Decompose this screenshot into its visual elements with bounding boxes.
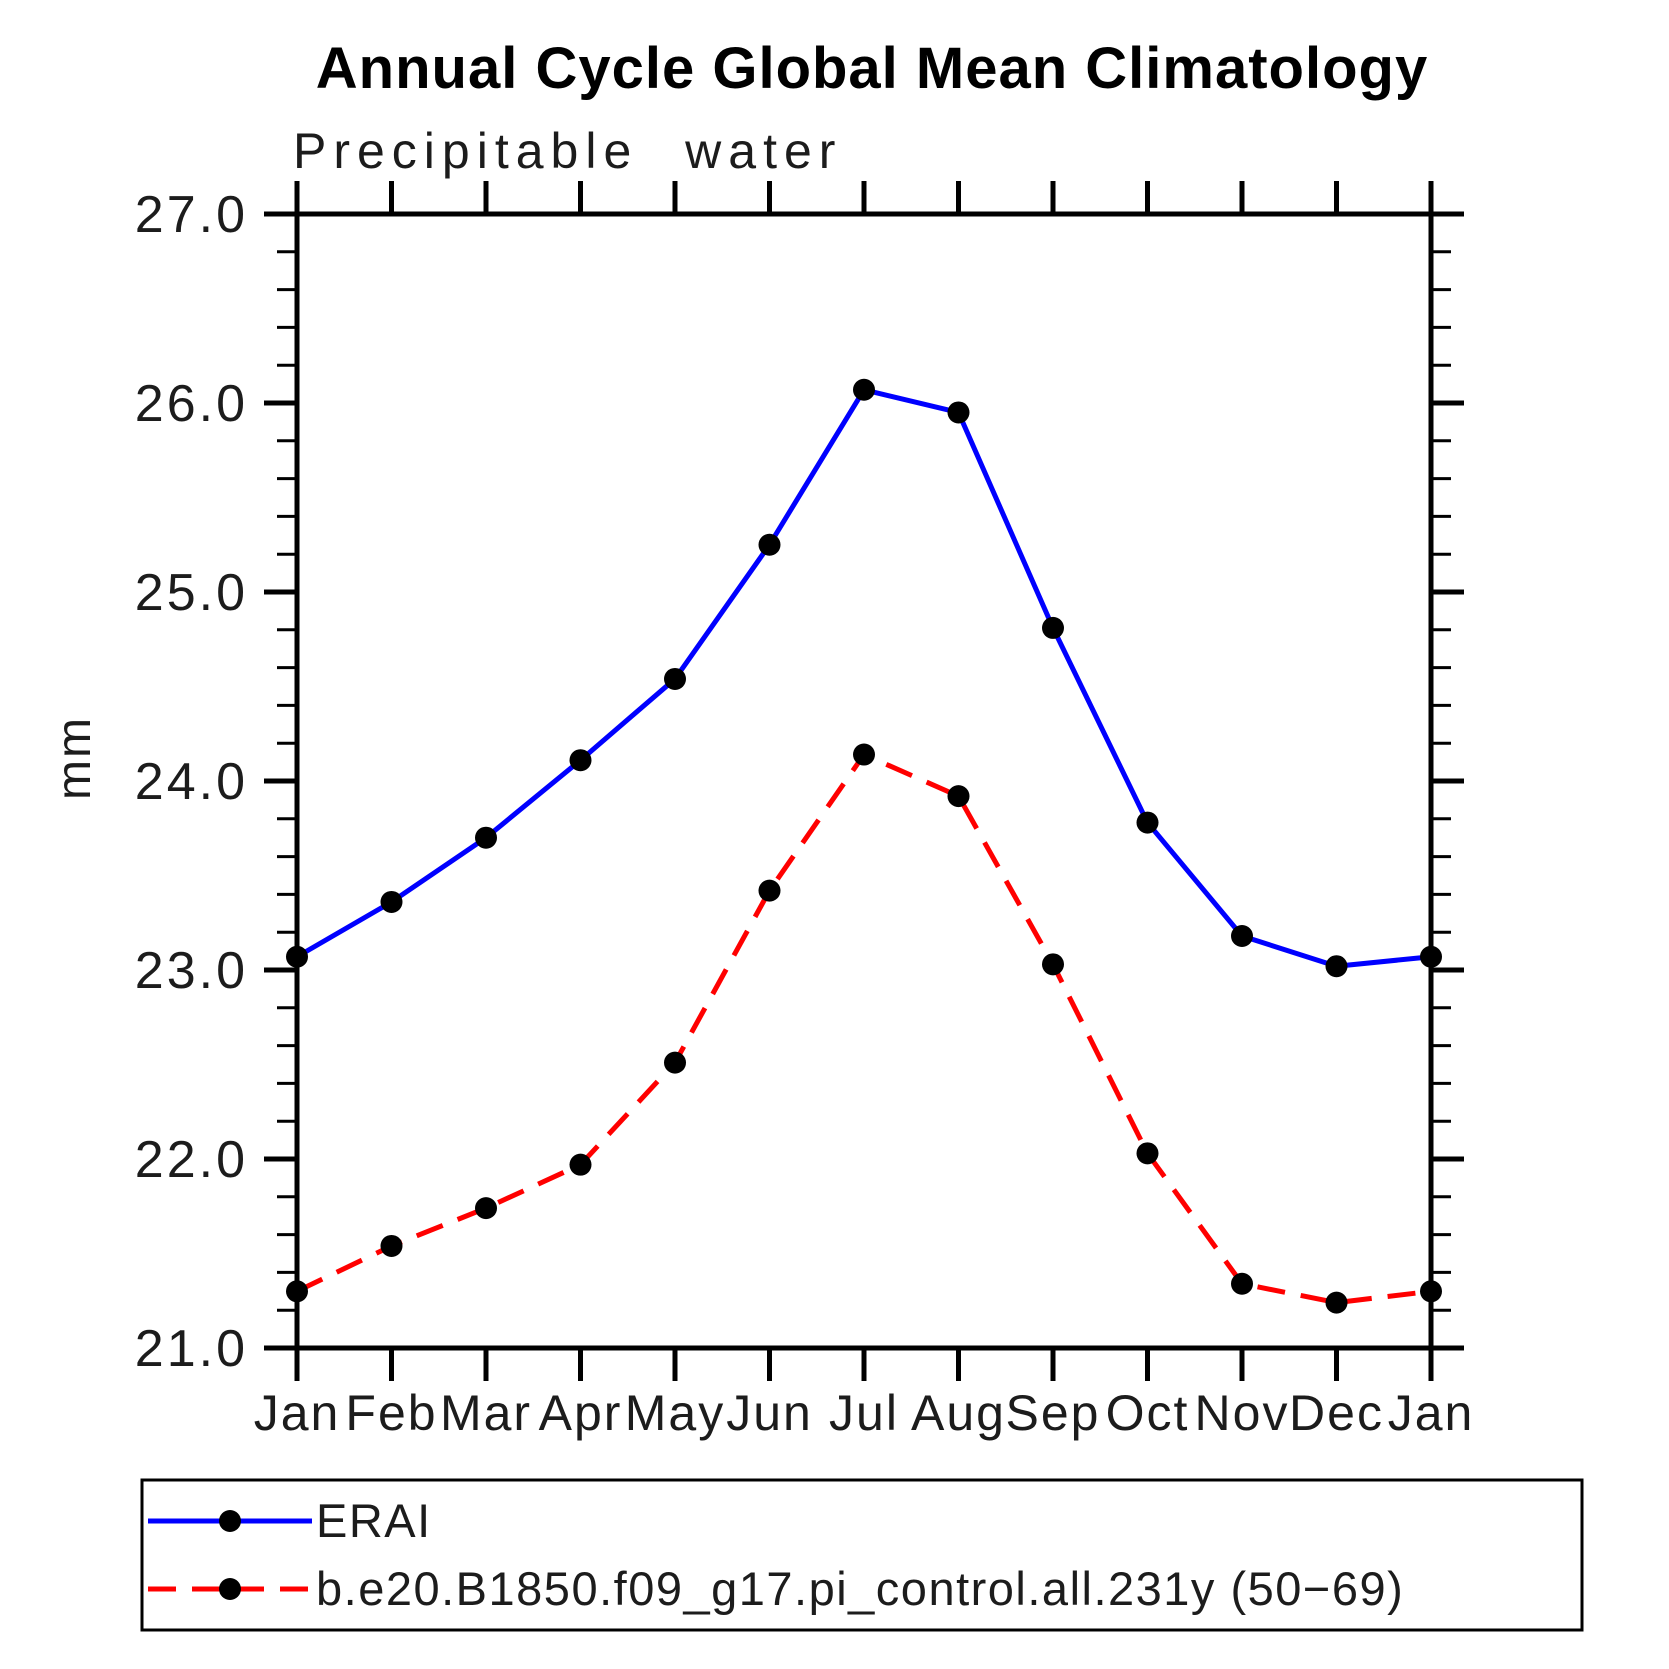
y-tick-label: 23.0 — [135, 942, 248, 1000]
x-tick-label: Dec — [1289, 1385, 1384, 1441]
data-point-marker — [1136, 1142, 1159, 1165]
x-tick-label: May — [625, 1385, 725, 1441]
x-tick-label: Jul — [829, 1385, 899, 1441]
x-tick-label: Nov — [1195, 1385, 1290, 1441]
data-point-marker — [664, 667, 686, 690]
y-tick-label: 21.0 — [135, 1320, 248, 1378]
data-point-marker — [1136, 811, 1159, 834]
series-lines — [286, 378, 1442, 1314]
data-point-marker — [1042, 616, 1064, 639]
y-tick-label: 22.0 — [135, 1131, 248, 1189]
data-point-marker — [1231, 1272, 1253, 1295]
data-point-marker — [475, 1197, 497, 1220]
legend-marker-erai — [219, 1510, 241, 1532]
legend-label-model: b.e20.B1850.f09_g17.pi_control.all.231y … — [316, 1562, 1404, 1615]
legend-marker-model — [219, 1578, 241, 1600]
series-line-1 — [295, 752, 1432, 1306]
y-tick-label: 25.0 — [135, 564, 248, 622]
x-tick-label: Jan — [1388, 1385, 1475, 1441]
data-point-marker — [664, 1051, 686, 1074]
series-line-0 — [295, 387, 1432, 969]
data-point-marker — [475, 826, 497, 849]
data-point-marker — [569, 1153, 592, 1176]
data-point-marker — [1325, 955, 1348, 978]
chart-title: Annual Cycle Global Mean Climatology — [316, 36, 1428, 101]
x-tick-label: Apr — [539, 1385, 623, 1441]
legend-box — [140, 1478, 1584, 1632]
x-tick-label: Feb — [345, 1385, 437, 1441]
legend: ERAI b.e20.B1850.f09_g17.pi_control.all.… — [140, 1478, 1584, 1632]
chart-subtitle: Precipitable water — [293, 123, 842, 179]
data-point-marker — [853, 743, 875, 766]
y-tick-label: 26.0 — [135, 375, 248, 433]
data-point-marker — [853, 378, 875, 401]
y-tick-label: 27.0 — [135, 186, 248, 244]
data-point-marker — [569, 749, 592, 772]
data-point-marker — [1420, 945, 1442, 968]
x-tick-label: Aug — [911, 1385, 1006, 1441]
y-tick-label: 24.0 — [135, 753, 248, 811]
legend-label-erai: ERAI — [316, 1494, 432, 1547]
data-point-marker — [947, 401, 970, 424]
data-point-marker — [286, 1280, 308, 1303]
data-point-marker — [380, 890, 403, 913]
data-point-marker — [758, 533, 781, 556]
data-point-marker — [1420, 1280, 1442, 1303]
data-point-marker — [947, 785, 970, 808]
data-point-marker — [1231, 924, 1253, 947]
x-tick-label: Mar — [440, 1385, 532, 1441]
data-point-marker — [380, 1234, 403, 1257]
x-tick-label: Oct — [1106, 1385, 1190, 1441]
x-tick-label: Sep — [1006, 1385, 1101, 1441]
x-tick-label: Jan — [254, 1385, 341, 1441]
y-axis-label: mm — [48, 716, 101, 800]
data-point-marker — [1042, 953, 1064, 976]
data-point-marker — [286, 945, 308, 968]
x-tick-label: Jun — [726, 1385, 813, 1441]
data-point-marker — [1325, 1291, 1348, 1314]
data-point-marker — [758, 879, 781, 902]
